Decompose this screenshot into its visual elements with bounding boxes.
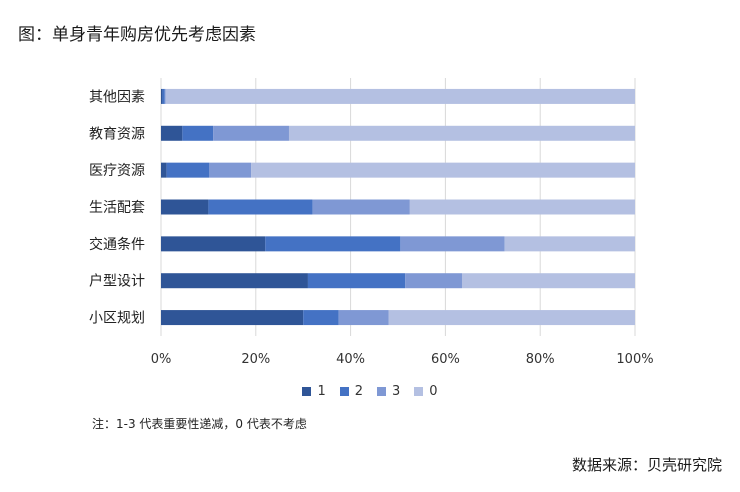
- legend-item: 1: [302, 384, 326, 399]
- footnote: 注：1-3 代表重要性递减，0 代表不考虑: [92, 417, 307, 431]
- bar-segment-series-1: [161, 88, 163, 104]
- bar-segment-series-1: [161, 199, 209, 215]
- legend-label: 3: [392, 384, 401, 399]
- legend-label: 0: [429, 384, 438, 399]
- bar-segment-series-1: [161, 273, 308, 289]
- x-tick-label: 20%: [241, 352, 270, 367]
- bar-segment-series-0: [165, 88, 636, 104]
- category-label: 交通条件: [89, 236, 145, 253]
- category-label: 其他因素: [89, 89, 145, 105]
- legend-swatch: [339, 387, 349, 396]
- bar-segment-series-3: [400, 236, 505, 252]
- bar-segment-series-3: [312, 199, 410, 215]
- bar-segment-series-1: [161, 236, 266, 252]
- x-tick-label: 0%: [151, 352, 172, 367]
- bar-segment-series-0: [461, 273, 635, 289]
- chart-title: 图：单身青年购房优先考虑因素: [18, 25, 256, 45]
- bars: [161, 88, 636, 326]
- bar-segment-series-2: [265, 236, 401, 252]
- bar-segment-series-2: [166, 162, 210, 178]
- bar-segment-series-3: [164, 88, 166, 104]
- legend-swatch: [414, 387, 424, 396]
- legend-label: 2: [354, 384, 363, 399]
- category-label: 户型设计: [89, 273, 145, 290]
- legend-label: 1: [317, 384, 326, 399]
- legend-swatch: [302, 387, 312, 396]
- x-tick-label: 40%: [336, 352, 365, 367]
- bar-segment-series-2: [307, 273, 406, 289]
- bar-segment-series-2: [303, 310, 339, 326]
- bar-segment-series-0: [388, 310, 635, 326]
- bar-segment-series-3: [213, 125, 289, 141]
- bar-segment-series-0: [288, 125, 635, 141]
- legend: 1 2 3 0: [0, 384, 740, 400]
- x-tick-label: 60%: [431, 352, 460, 367]
- source-text: 数据来源：贝壳研究院: [571, 456, 722, 474]
- bar-segment-series-2: [162, 88, 165, 104]
- x-tick-labels: 0% 20% 40% 60% 80% 100%: [151, 352, 654, 367]
- bar-segment-series-1: [161, 162, 167, 178]
- bar-segment-series-3: [209, 162, 252, 178]
- bar-segment-series-3: [338, 310, 389, 326]
- category-label: 生活配套: [89, 200, 145, 216]
- bar-segment-series-2: [182, 125, 214, 141]
- x-tick-label: 80%: [526, 352, 555, 367]
- bar-segment-series-0: [251, 162, 635, 178]
- category-label: 医疗资源: [89, 163, 145, 179]
- bar-segment-series-1: [161, 125, 183, 141]
- bar-segment-series-0: [409, 199, 635, 215]
- legend-swatch: [377, 387, 386, 396]
- legend-item: 0: [414, 384, 438, 399]
- legend-item: 2: [339, 384, 363, 399]
- bar-segment-series-0: [504, 236, 635, 252]
- x-tick-label: 100%: [616, 352, 653, 367]
- bar-segment-series-3: [405, 273, 462, 289]
- category-label: 教育资源: [89, 126, 145, 142]
- bar-segment-series-1: [161, 310, 304, 326]
- bar-segment-series-2: [208, 199, 313, 215]
- legend-item: 3: [377, 384, 400, 399]
- category-label: 小区规划: [89, 311, 145, 327]
